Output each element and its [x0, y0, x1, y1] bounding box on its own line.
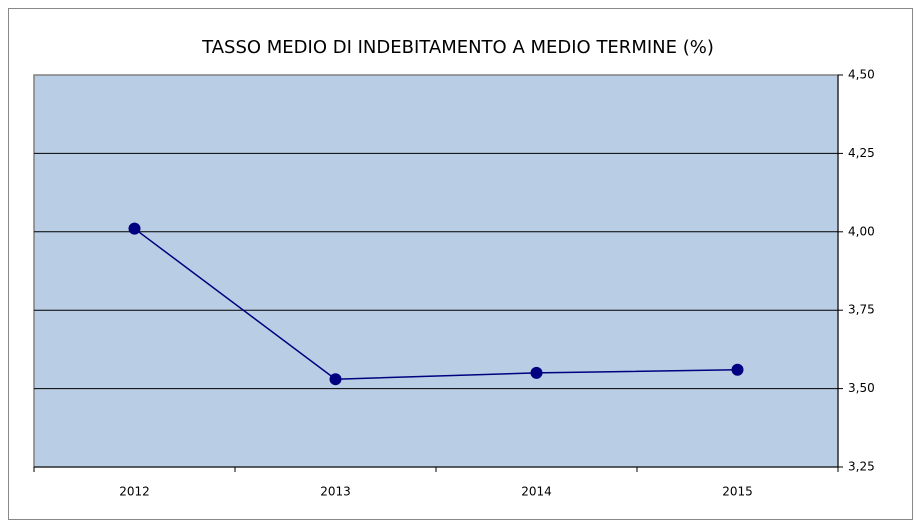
- chart-title: TASSO MEDIO DI INDEBITAMENTO A MEDIO TER…: [201, 37, 714, 58]
- marker: [731, 363, 744, 376]
- marker: [530, 366, 543, 379]
- y-tick-label: 4,00: [848, 224, 875, 238]
- y-tick-label: 4,50: [848, 68, 875, 82]
- x-tick-label: 2015: [722, 485, 753, 499]
- y-tick-label: 3,50: [848, 381, 875, 395]
- line: [134, 228, 738, 380]
- x-tick-label: 2014: [521, 485, 552, 499]
- y-tick-label: 3,75: [848, 303, 875, 317]
- y-tick-label: 3,25: [848, 460, 875, 474]
- x-tick-label: 2013: [320, 485, 351, 499]
- marker: [329, 373, 342, 386]
- x-tick-label: 2012: [119, 485, 150, 499]
- y-tick-label: 4,25: [848, 146, 875, 160]
- plot-area: [33, 74, 839, 468]
- marker: [128, 222, 141, 235]
